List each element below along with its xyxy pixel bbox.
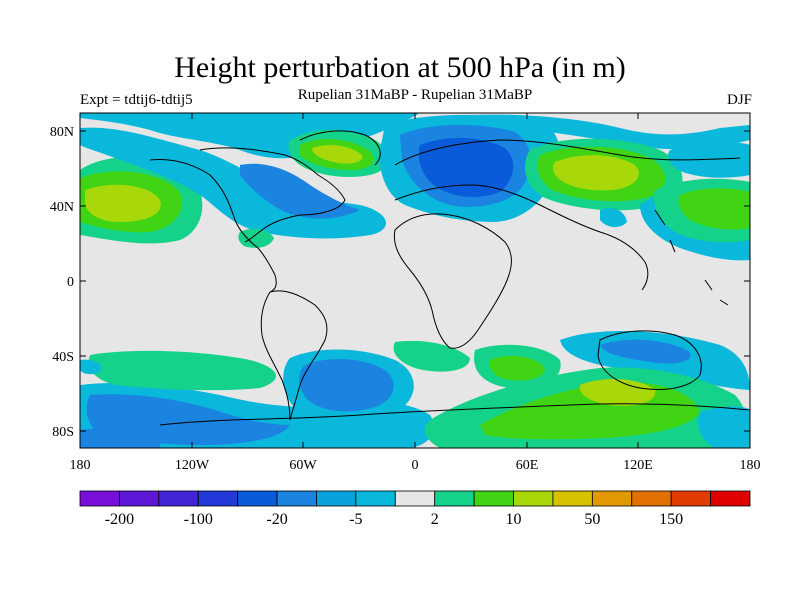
south-pacific-green-band [88, 350, 277, 391]
south-atlantic-blue-core [299, 358, 394, 412]
lon-tick-label: 120W [175, 458, 210, 473]
antarctic-east-blue [698, 406, 750, 448]
colorbar-swatch [552, 490, 593, 507]
season-label: DJF [726, 92, 752, 108]
longitude-axis: 180 120W 60W 0 60E 120E 180 [70, 113, 761, 473]
colorbar-label: 50 [584, 511, 600, 528]
map-field [80, 113, 750, 448]
colorbar-swatch [591, 490, 633, 507]
colorbar-swatch [237, 490, 278, 507]
colorbar-swatch [710, 490, 751, 507]
lon-tick-label: 60E [516, 458, 539, 473]
colorbar: -200 -100 -20 -5 2 10 50 150 [79, 490, 751, 528]
colorbar-swatch [119, 490, 160, 507]
colorbar-swatch [473, 490, 514, 507]
colorbar-swatch [276, 490, 317, 507]
colorbar-label: -20 [266, 511, 287, 528]
southern-ocean-yellow-peak [579, 378, 656, 406]
lat-tick-label: 80N [50, 125, 74, 140]
lon-tick-label: 120E [623, 458, 653, 473]
west-pacific-islands [654, 209, 729, 306]
africa-coast [393, 213, 512, 349]
colorbar-label: -200 [105, 511, 134, 528]
latitude-axis: 80N 40N 0 40S 80S [50, 125, 750, 440]
siberia-yellow-peak [552, 155, 639, 191]
lon-tick-label: 180 [70, 458, 91, 473]
lon-tick-label: 0 [412, 458, 419, 473]
china-blue-spot [600, 208, 627, 228]
australia-coast [597, 330, 702, 390]
lat-tick-label: 80S [52, 425, 74, 440]
southern-indian-green-core [489, 355, 545, 381]
central-america-green-spot [238, 228, 274, 248]
south-america-west-coast [260, 291, 291, 421]
experiment-label: Expt = tdtij6-tdtij5 [80, 92, 193, 108]
colorbar-label: 2 [431, 511, 439, 528]
greenland-coast [299, 130, 381, 166]
colorbar-swatch [394, 490, 436, 507]
north-pacific-west-peak [85, 184, 161, 222]
north-siberia-blue-band [470, 114, 750, 150]
colorbar-swatch [670, 490, 711, 507]
south-america-east-coast [269, 290, 328, 421]
eurasia-south-coast [394, 184, 649, 291]
lat-tick-label: 0 [67, 275, 74, 290]
colorbar-label: -100 [184, 511, 213, 528]
colorbar-swatch [316, 490, 357, 507]
colorbar-swatch [631, 490, 672, 507]
north-america-blue-core [240, 163, 360, 219]
australia-blue-core [600, 339, 691, 364]
colorbar-swatch [79, 490, 120, 507]
colorbar-swatch [434, 490, 475, 507]
colorbar-label: 150 [659, 511, 683, 528]
antarctica-coast [159, 403, 750, 426]
plot-subtitle: Rupelian 31MaBP - Rupelian 31MaBP [297, 87, 533, 103]
colorbar-swatch [355, 490, 396, 507]
antarctic-west-blue [80, 428, 160, 448]
eurasia-north-coast [394, 139, 741, 166]
north-america-west-coast [149, 159, 277, 293]
lon-tick-label: 180 [740, 458, 761, 473]
lat-tick-label: 40S [52, 350, 74, 365]
colorbar-swatch [197, 490, 239, 507]
lon-tick-label: 60W [289, 458, 317, 473]
colorbar-label: 10 [506, 511, 522, 528]
colorbar-swatch [513, 490, 554, 507]
lat-tick-label: 40N [50, 200, 74, 215]
north-america-north-coast [199, 147, 346, 243]
plot-title: Height perturbation at 500 hPa (in m) [174, 51, 626, 84]
southeast-pacific-blue-spot [80, 359, 102, 375]
west-pacific-green-core [678, 188, 750, 230]
labrador-yellow-peak [312, 145, 363, 164]
colorbar-swatch [158, 490, 199, 507]
coastlines [149, 130, 750, 426]
eurasia-blue-core [418, 137, 514, 197]
colorbar-label: -5 [349, 511, 362, 528]
